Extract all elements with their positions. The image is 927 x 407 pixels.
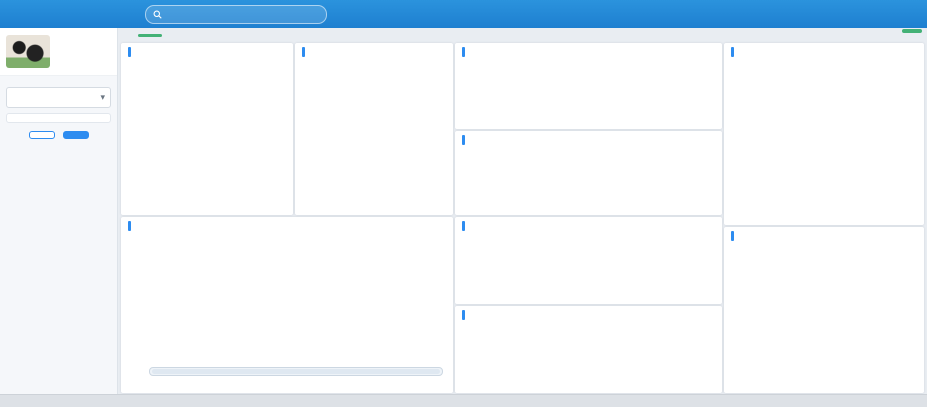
table-header [724,242,924,247]
confirm-button[interactable] [62,131,89,139]
panel-herd-structure [121,43,293,215]
panel-cost-trend [455,217,722,304]
panel-profit-trend [121,217,453,393]
farm-tree [6,113,111,123]
profit-legend [121,232,453,244]
chevron-down-icon: ▾ [100,92,105,102]
clear-button[interactable] [28,131,55,139]
sidebar: ▾ [0,28,118,394]
restore-layout-button[interactable] [902,29,922,33]
profit-bar-chart [125,245,449,365]
forecast-candlestick-chart [459,147,718,205]
panel-asset-share [295,43,453,215]
history-legend [455,58,722,70]
table-header [724,58,924,63]
panel-history-trend [455,43,722,129]
data-select[interactable]: ▾ [6,87,111,108]
tab-home[interactable] [138,34,162,37]
header [0,0,927,28]
tab-bar [118,28,927,43]
history-candlestick-chart [459,71,718,120]
user-card [0,28,117,76]
cost-stacked-chart [459,245,718,299]
asset-pie-chart [334,61,414,141]
data-zoom-scrollbar[interactable] [149,367,443,376]
search-box[interactable] [145,5,327,24]
panel-asset-forecast [455,131,722,215]
asset-legend [295,147,453,153]
panel-product-prices [724,227,924,393]
search-icon [153,10,162,19]
filter-buttons [0,131,117,139]
panel-income-trend [455,306,722,393]
main-content [118,28,927,394]
herd-donut-chart [167,61,247,141]
panel-input-prices [724,43,924,225]
search-input[interactable] [166,8,319,21]
cost-legend [455,232,722,244]
income-legend [455,321,722,333]
footer [0,394,927,407]
data-scope-title [0,76,117,87]
income-stacked-chart [459,334,718,388]
avatar [6,35,50,68]
herd-legend [121,147,293,153]
